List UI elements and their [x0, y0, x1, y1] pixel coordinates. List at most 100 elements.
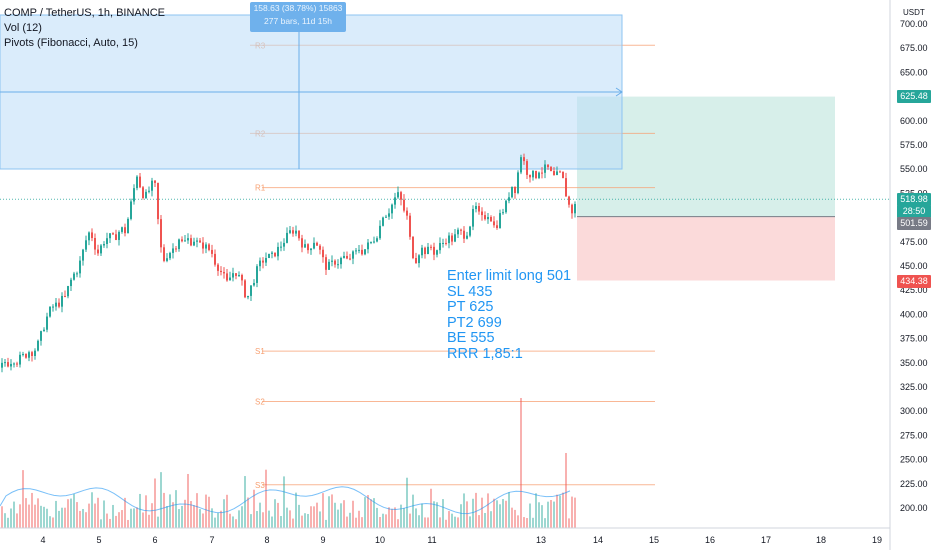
- price-tick-label: 425.00: [900, 285, 928, 295]
- volume-bar: [31, 492, 33, 528]
- volume-bar: [43, 506, 45, 528]
- candle-body: [310, 248, 312, 251]
- volume-bar: [394, 507, 396, 528]
- candle-body: [376, 238, 378, 242]
- candle-body: [502, 212, 504, 214]
- volume-bar: [184, 499, 186, 528]
- candle-body: [46, 316, 48, 330]
- candle-body: [127, 218, 129, 234]
- candle-body: [571, 204, 573, 214]
- candle-body: [508, 197, 510, 201]
- measure-change-text: 158.63 (38.78%) 15863: [253, 3, 343, 13]
- volume-bar: [349, 512, 351, 528]
- candle-body: [286, 232, 288, 243]
- volume-bar: [13, 501, 15, 528]
- candle-body: [325, 257, 327, 270]
- candle-body: [385, 216, 387, 218]
- volume-bar: [97, 497, 99, 528]
- volume-bar: [277, 502, 279, 528]
- candle-body: [421, 247, 423, 256]
- volume-bar: [355, 517, 357, 528]
- candle-body: [118, 231, 120, 240]
- price-axis-unit: USDT: [903, 8, 925, 17]
- volume-bar: [508, 492, 510, 528]
- symbol-title[interactable]: COMP / TetherUS, 1h, BINANCE: [4, 7, 165, 19]
- pivots-indicator-label[interactable]: Pivots (Fibonacci, Auto, 15): [4, 37, 138, 49]
- volume-bar: [388, 507, 390, 528]
- candle-body: [289, 230, 291, 233]
- candle-body: [190, 238, 192, 246]
- candle-body: [76, 273, 78, 275]
- volume-bar: [115, 515, 117, 528]
- candle-body: [28, 352, 30, 358]
- volume-bar: [457, 517, 459, 528]
- candle-body: [388, 213, 390, 217]
- volume-bar: [151, 503, 153, 528]
- volume-bar: [409, 513, 411, 528]
- volume-bar: [334, 502, 336, 528]
- price-tick-label: 700.00: [900, 19, 928, 29]
- candle-body: [409, 215, 411, 237]
- volume-bar: [70, 498, 72, 528]
- candle-body: [88, 232, 90, 241]
- volume-bar: [433, 501, 435, 528]
- candle-body: [262, 260, 264, 263]
- volume-bar: [166, 506, 168, 528]
- time-tick-label: 13: [536, 535, 546, 545]
- candle-body: [481, 211, 483, 216]
- volume-bar: [418, 515, 420, 528]
- volume-bar: [361, 517, 363, 528]
- volume-bar: [493, 498, 495, 528]
- candle-body: [274, 252, 276, 257]
- volume-bar: [295, 492, 297, 528]
- candle-body: [439, 243, 441, 251]
- volume-bar: [79, 510, 81, 528]
- candle-body: [535, 170, 537, 179]
- trade-note[interactable]: Enter limit long 501 SL 435 PT 625 PT2 6…: [447, 268, 571, 362]
- candle-body: [562, 171, 564, 179]
- candle-body: [484, 215, 486, 220]
- volume-bar: [502, 498, 504, 528]
- volume-bar: [22, 470, 24, 528]
- volume-bar: [505, 500, 507, 528]
- candle-body: [475, 206, 477, 210]
- volume-bar: [391, 508, 393, 528]
- volume-bar: [247, 497, 249, 528]
- candle-body: [523, 157, 525, 162]
- candle-body: [424, 247, 426, 255]
- volume-bar: [298, 504, 300, 528]
- candle-body: [349, 258, 351, 260]
- volume-bar: [382, 513, 384, 528]
- volume-bar: [211, 508, 213, 528]
- price-tick-label: 200.00: [900, 503, 928, 513]
- candle-body: [391, 204, 393, 214]
- time-tick-label: 9: [320, 535, 325, 545]
- candle-body: [496, 225, 498, 229]
- candle-body: [199, 240, 201, 243]
- volume-bar: [58, 510, 60, 528]
- volume-bar: [241, 506, 243, 528]
- measure-bars-text: 277 bars, 11d 15h: [264, 16, 332, 26]
- candle-body: [541, 172, 543, 174]
- volume-bar: [523, 517, 525, 528]
- volume-bar: [124, 497, 126, 528]
- candle-body: [94, 238, 96, 250]
- candle-body: [460, 229, 462, 231]
- candle-body: [232, 273, 234, 278]
- pivot-label-s1: S1: [255, 347, 265, 356]
- volume-bar: [148, 514, 150, 528]
- volume-bar: [478, 515, 480, 528]
- volume-bar: [553, 501, 555, 528]
- volume-bar: [106, 513, 108, 528]
- candle-body: [235, 273, 237, 276]
- volume-bar: [268, 510, 270, 528]
- time-tick-label: 17: [761, 535, 771, 545]
- volume-indicator-label[interactable]: Vol (12): [4, 22, 42, 34]
- volume-bar: [325, 519, 327, 528]
- volume-bar: [352, 500, 354, 528]
- volume-bar: [487, 493, 489, 528]
- volume-bar: [574, 497, 576, 528]
- volume-bar: [379, 517, 381, 528]
